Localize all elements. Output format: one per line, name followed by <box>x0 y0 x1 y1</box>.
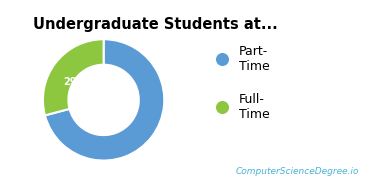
Text: ComputerScienceDegree.io: ComputerScienceDegree.io <box>235 167 359 176</box>
Wedge shape <box>43 39 104 115</box>
Text: 70.9%: 70.9% <box>104 106 138 116</box>
Text: Full-
Time: Full- Time <box>239 93 269 121</box>
Text: 29.1%: 29.1% <box>64 77 97 87</box>
Point <box>219 106 225 109</box>
Wedge shape <box>45 39 164 161</box>
Text: Undergraduate Students at...: Undergraduate Students at... <box>33 17 278 32</box>
Text: Part-
Time: Part- Time <box>239 45 269 73</box>
Point <box>219 58 225 61</box>
